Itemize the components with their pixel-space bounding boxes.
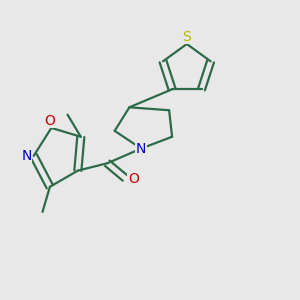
Text: N: N bbox=[136, 142, 146, 155]
Text: S: S bbox=[182, 30, 191, 44]
Text: N: N bbox=[21, 149, 32, 163]
Text: O: O bbox=[128, 172, 139, 186]
Text: O: O bbox=[44, 114, 55, 128]
